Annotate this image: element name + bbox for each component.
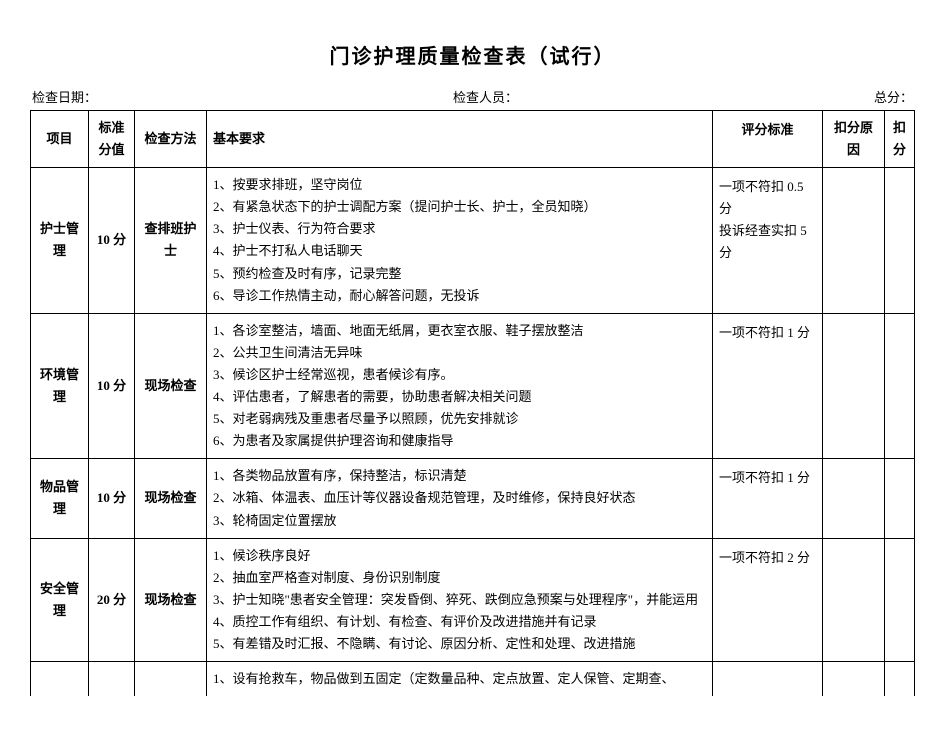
req-item: 1、各类物品放置有序，保持整洁，标识清楚 [213, 465, 706, 487]
cell-deduct [885, 313, 915, 459]
cell-reason [823, 168, 885, 314]
cell-requirements: 1、各诊室整洁，墙面、地面无纸屑，更衣室衣服、鞋子摆放整洁 2、公共卫生间清洁无… [207, 313, 713, 459]
req-item: 2、抽血室严格查对制度、身份识别制度 [213, 567, 706, 589]
cell-reason [823, 538, 885, 661]
cell-requirements: 1、各类物品放置有序，保持整洁，标识清楚 2、冰箱、体温表、血压计等仪器设备规范… [207, 459, 713, 538]
check-date-label: 检查日期： [32, 87, 97, 106]
req-item: 5、预约检查及时有序，记录完整 [213, 263, 706, 285]
req-item: 3、护士仪表、行为符合要求 [213, 218, 706, 240]
cell-method: 现场检查 [135, 538, 207, 661]
req-item: 3、护士知晓"患者安全管理：突发昏倒、猝死、跌倒应急预案与处理程序"，并能运用 [213, 589, 706, 611]
cell-method: 查排班护士 [135, 168, 207, 314]
cell-score: 20 分 [89, 538, 135, 661]
req-item: 6、为患者及家属提供护理咨询和健康指导 [213, 430, 706, 452]
req-item: 4、护士不打私人电话聊天 [213, 240, 706, 262]
cell-method: 现场检查 [135, 459, 207, 538]
cell-requirements: 1、设有抢救车，物品做到五固定（定数量品种、定点放置、定人保管、定期查、 [207, 662, 713, 697]
col-header-project: 项目 [31, 111, 89, 168]
cell-deduct [885, 459, 915, 538]
req-item: 4、评估患者，了解患者的需要，协助患者解决相关问题 [213, 386, 706, 408]
table-row: 物品管理 10 分 现场检查 1、各类物品放置有序，保持整洁，标识清楚 2、冰箱… [31, 459, 915, 538]
req-item: 1、候诊秩序良好 [213, 545, 706, 567]
cell-method [135, 662, 207, 697]
cell-requirements: 1、候诊秩序良好 2、抽血室严格查对制度、身份识别制度 3、护士知晓"患者安全管… [207, 538, 713, 661]
cell-project: 物品管理 [31, 459, 89, 538]
req-item: 3、轮椅固定位置摆放 [213, 510, 706, 532]
req-item: 5、有差错及时汇报、不隐瞒、有讨论、原因分析、定性和处理、改进措施 [213, 633, 706, 655]
req-item: 5、对老弱病残及重患者尽量予以照顾，优先安排就诊 [213, 408, 706, 430]
cell-requirements: 1、按要求排班，坚守岗位 2、有紧急状态下的护士调配方案（提问护士长、护士，全员… [207, 168, 713, 314]
req-item: 1、按要求排班，坚守岗位 [213, 174, 706, 196]
req-item: 3、候诊区护士经常巡视，患者候诊有序。 [213, 364, 706, 386]
cell-reason [823, 313, 885, 459]
col-header-deduct: 扣分 [885, 111, 915, 168]
cell-project: 环境管理 [31, 313, 89, 459]
req-item: 2、有紧急状态下的护士调配方案（提问护士长、护士，全员知晓） [213, 196, 706, 218]
table-row: 环境管理 10 分 现场检查 1、各诊室整洁，墙面、地面无纸屑，更衣室衣服、鞋子… [31, 313, 915, 459]
cell-method: 现场检查 [135, 313, 207, 459]
req-item: 6、导诊工作热情主动，耐心解答问题，无投诉 [213, 285, 706, 307]
cell-score [89, 662, 135, 697]
total-score-label: 总分： [874, 87, 913, 106]
cell-project [31, 662, 89, 697]
req-item: 1、各诊室整洁，墙面、地面无纸屑，更衣室衣服、鞋子摆放整洁 [213, 320, 706, 342]
table-row: 护士管理 10 分 查排班护士 1、按要求排班，坚守岗位 2、有紧急状态下的护士… [31, 168, 915, 314]
req-item: 2、冰箱、体温表、血压计等仪器设备规范管理，及时维修，保持良好状态 [213, 487, 706, 509]
document-title: 门诊护理质量检查表（试行） [30, 40, 915, 69]
cell-reason [823, 459, 885, 538]
cell-project: 护士管理 [31, 168, 89, 314]
table-row: 安全管理 20 分 现场检查 1、候诊秩序良好 2、抽血室严格查对制度、身份识别… [31, 538, 915, 661]
cell-deduct [885, 662, 915, 697]
col-header-score: 标准分值 [89, 111, 135, 168]
req-item: 4、质控工作有组织、有计划、有检查、有评价及改进措施并有记录 [213, 611, 706, 633]
col-header-method: 检查方法 [135, 111, 207, 168]
check-staff-label: 检查人员： [453, 87, 518, 106]
cell-standard: 一项不符扣 1 分 [713, 459, 823, 538]
header-meta-row: 检查日期： 检查人员： 总分： [30, 87, 915, 106]
cell-score: 10 分 [89, 313, 135, 459]
table-header-row: 项目 标准分值 检查方法 基本要求 评分标准 扣分原因 扣分 [31, 111, 915, 168]
cell-standard [713, 662, 823, 697]
page: 门诊护理质量检查表（试行） 检查日期： 检查人员： 总分： 项目 标准分值 检查… [30, 40, 915, 696]
cell-standard: 一项不符扣 0.5 分 投诉经查实扣 5 分 [713, 168, 823, 314]
cell-reason [823, 662, 885, 697]
col-header-standard: 评分标准 [713, 111, 823, 168]
req-item: 2、公共卫生间清洁无异味 [213, 342, 706, 364]
col-header-reason: 扣分原因 [823, 111, 885, 168]
quality-check-table: 项目 标准分值 检查方法 基本要求 评分标准 扣分原因 扣分 护士管理 10 分… [30, 110, 915, 696]
cell-score: 10 分 [89, 459, 135, 538]
cell-project: 安全管理 [31, 538, 89, 661]
cell-standard: 一项不符扣 1 分 [713, 313, 823, 459]
table-row-partial: 1、设有抢救车，物品做到五固定（定数量品种、定点放置、定人保管、定期查、 [31, 662, 915, 697]
cell-deduct [885, 168, 915, 314]
cell-standard: 一项不符扣 2 分 [713, 538, 823, 661]
cell-deduct [885, 538, 915, 661]
cell-score: 10 分 [89, 168, 135, 314]
col-header-requirements: 基本要求 [207, 111, 713, 168]
req-item: 1、设有抢救车，物品做到五固定（定数量品种、定点放置、定人保管、定期查、 [213, 668, 706, 690]
